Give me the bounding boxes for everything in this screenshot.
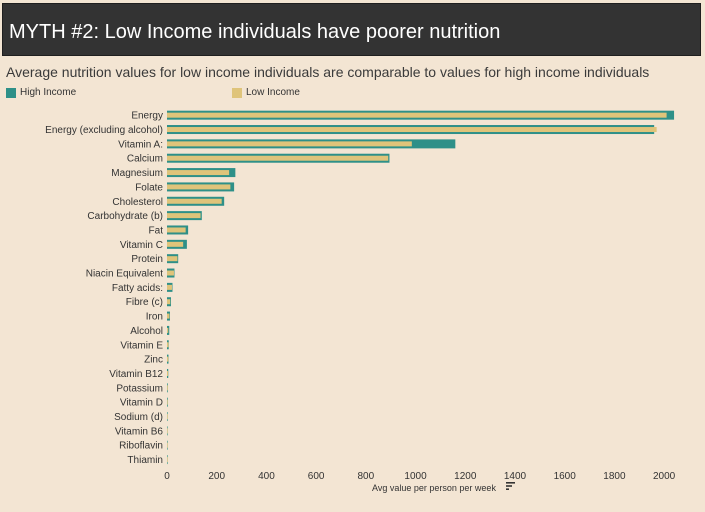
bar-low-income[interactable]	[167, 184, 231, 190]
category-label: Zinc	[144, 355, 163, 366]
x-tick-label: 1600	[554, 471, 577, 482]
legend-label-low-income: Low Income	[246, 87, 300, 98]
legend-item-low-income[interactable]: Low Income	[232, 87, 300, 99]
category-label: Protein	[131, 254, 163, 265]
category-label: Fibre (c)	[126, 297, 163, 308]
bar-low-income[interactable]	[167, 127, 657, 133]
bar-low-income[interactable]	[167, 198, 222, 204]
category-label: Energy (excluding alcohol)	[45, 125, 163, 136]
category-label: Carbohydrate (b)	[87, 211, 163, 222]
category-label: Vitamin E	[120, 340, 163, 351]
bar-low-income[interactable]	[167, 342, 169, 348]
bar-low-income[interactable]	[167, 227, 186, 233]
legend-label-high-income: High Income	[20, 87, 77, 98]
bar-low-income[interactable]	[167, 399, 168, 405]
bar-low-income[interactable]	[167, 327, 169, 333]
chart-subtitle: Average nutrition values for low income …	[6, 64, 650, 80]
title-bar: MYTH #2: Low Income individuals have poo…	[2, 3, 701, 56]
category-label: Sodium (d)	[114, 412, 163, 423]
category-label: Fatty acids:	[112, 283, 163, 294]
bar-low-income[interactable]	[167, 457, 168, 463]
category-label: Riboflavin	[119, 441, 163, 452]
bar-low-income[interactable]	[167, 141, 412, 147]
x-axis-label: Avg value per person per week	[372, 483, 496, 493]
legend-swatch-low-income	[232, 88, 242, 98]
legend-item-high-income[interactable]: High Income	[6, 87, 76, 99]
category-label: Alcohol	[130, 326, 163, 337]
bar-low-income[interactable]	[167, 313, 170, 319]
category-label: Vitamin B12	[109, 369, 163, 380]
x-tick-label: 1200	[454, 471, 477, 482]
x-tick-label: 0	[164, 471, 170, 482]
x-tick-label: 1400	[504, 471, 527, 482]
bar-low-income[interactable]	[167, 241, 184, 247]
category-label: Calcium	[127, 154, 163, 165]
category-label: Vitamin A:	[118, 139, 163, 150]
bar-low-income[interactable]	[167, 370, 168, 376]
category-label: Fat	[149, 225, 164, 236]
category-label: Vitamin D	[120, 398, 163, 409]
category-label: Cholesterol	[112, 197, 163, 208]
bar-low-income[interactable]	[167, 284, 172, 290]
bar-low-income[interactable]	[167, 428, 168, 434]
bar-low-income[interactable]	[167, 414, 168, 420]
category-label: Thiamin	[127, 455, 163, 466]
legend-swatch-high-income	[6, 88, 16, 98]
bar-low-income[interactable]	[167, 112, 667, 118]
page-title: MYTH #2: Low Income individuals have poo…	[9, 21, 501, 43]
category-label: Folate	[135, 182, 163, 193]
category-label: Vitamin B6	[115, 426, 164, 437]
category-label: Magnesium	[111, 168, 163, 179]
x-tick-label: 400	[258, 471, 275, 482]
bar-low-income[interactable]	[167, 155, 389, 161]
x-tick-label: 1800	[603, 471, 626, 482]
sort-descending-icon[interactable]	[506, 482, 515, 491]
category-label: Energy	[131, 111, 163, 122]
bar-low-income[interactable]	[167, 385, 168, 391]
category-label: Niacin Equivalent	[86, 269, 163, 280]
x-tick-label: 800	[358, 471, 375, 482]
bar-low-income[interactable]	[167, 356, 169, 362]
bar-low-income[interactable]	[167, 442, 168, 448]
bar-low-income[interactable]	[167, 256, 178, 262]
category-label: Potassium	[116, 383, 163, 394]
bar-low-income[interactable]	[167, 170, 230, 176]
x-tick-label: 200	[208, 471, 225, 482]
x-tick-label: 600	[308, 471, 325, 482]
x-tick-label: 1000	[404, 471, 427, 482]
x-tick-label: 2000	[653, 471, 676, 482]
bar-low-income[interactable]	[167, 299, 171, 305]
bar-low-income[interactable]	[167, 270, 174, 276]
category-label: Iron	[146, 312, 163, 323]
bar-low-income[interactable]	[167, 213, 201, 219]
category-label: Vitamin C	[120, 240, 163, 251]
